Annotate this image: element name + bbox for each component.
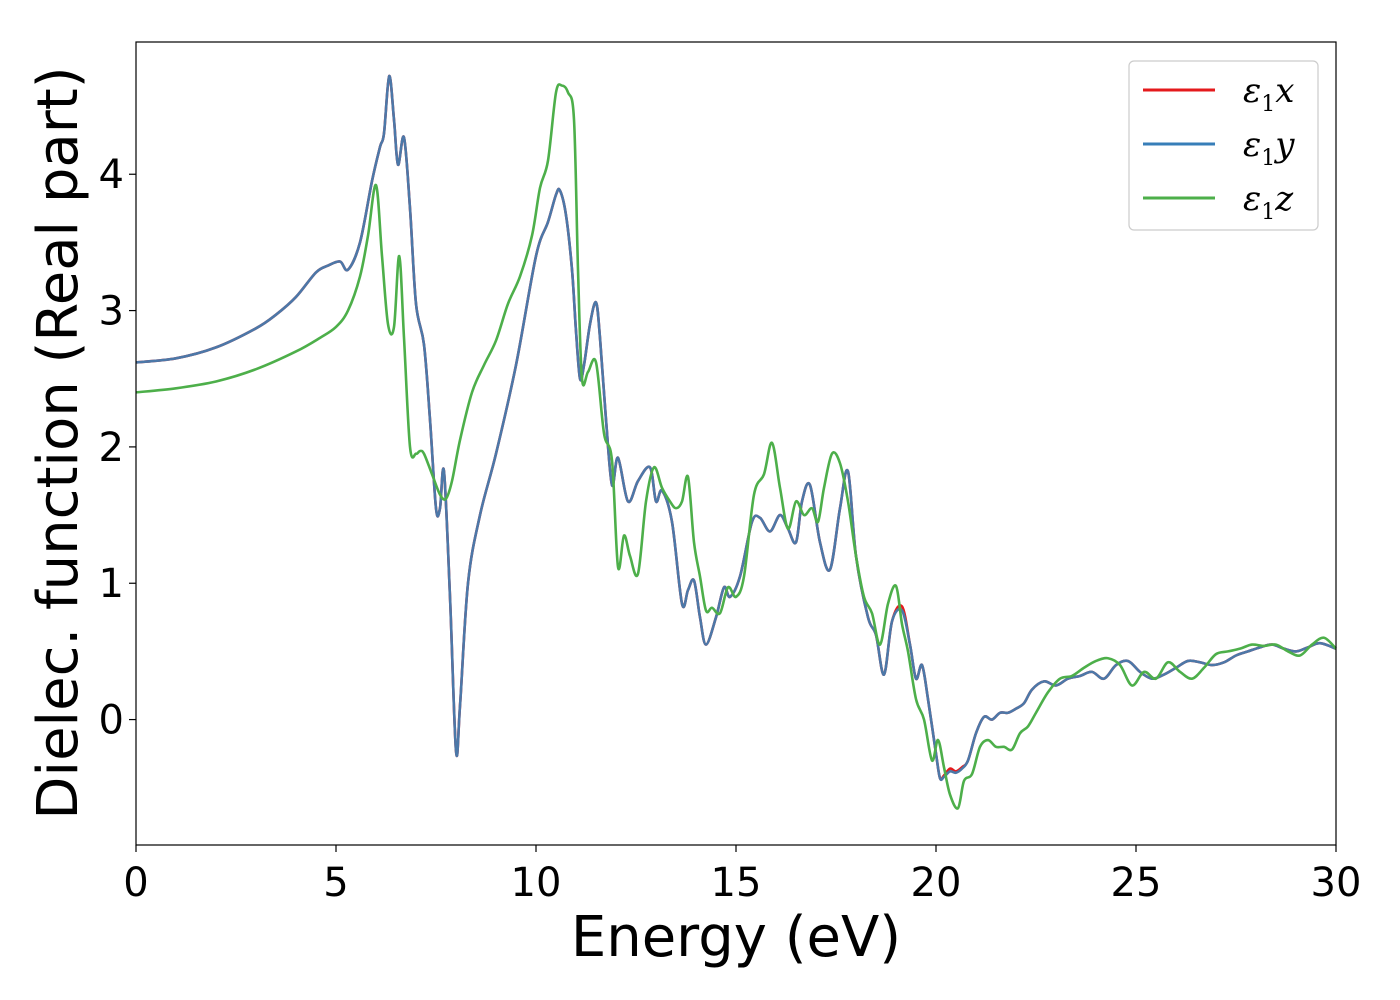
legend-label-y: ε1y [1243, 125, 1295, 171]
y-axis-ticks: 0 1 2 3 4 [99, 152, 136, 744]
y-tick-label: 4 [99, 152, 124, 198]
legend-label-z: ε1z [1243, 179, 1294, 225]
x-tick-label: 25 [1111, 860, 1162, 906]
x-tick-label: 10 [511, 860, 562, 906]
x-tick-label: 15 [711, 860, 762, 906]
y-tick-label: 3 [99, 289, 124, 335]
x-tick-label: 0 [123, 860, 148, 906]
series-line-2 [135, 74, 1337, 782]
x-axis-label: Energy (eV) [571, 905, 901, 970]
series-layer [135, 74, 1337, 810]
x-tick-label: 5 [323, 860, 348, 906]
y-tick-label: 2 [99, 425, 124, 471]
legend: ε1x ε1y ε1z [1128, 60, 1319, 231]
legend-label-x: ε1x [1243, 71, 1294, 117]
legend-box [1128, 60, 1319, 231]
x-tick-label: 30 [1311, 860, 1362, 906]
series-line-3 [135, 83, 1337, 810]
y-tick-label: 1 [99, 561, 124, 607]
x-tick-label: 20 [911, 860, 962, 906]
y-tick-label: 0 [99, 698, 124, 744]
x-axis-ticks: 0 5 10 15 20 25 30 [123, 845, 1361, 906]
y-axis-label: Dielec. function (Real part) [26, 66, 91, 819]
